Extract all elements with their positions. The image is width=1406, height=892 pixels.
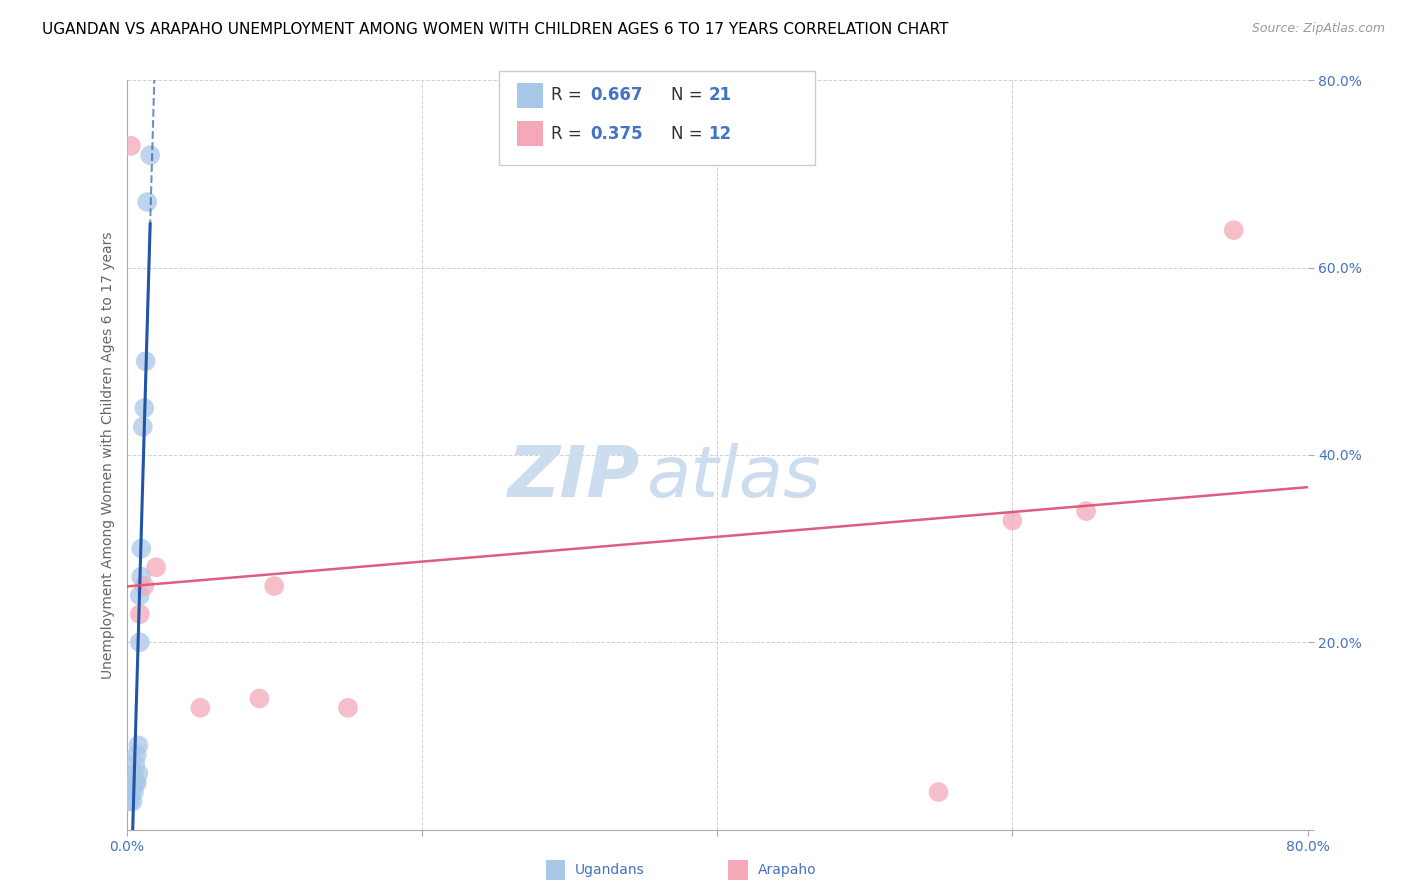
Point: [249, 691, 271, 706]
Text: Source: ZipAtlas.com: Source: ZipAtlas.com: [1251, 22, 1385, 36]
Text: UGANDAN VS ARAPAHO UNEMPLOYMENT AMONG WOMEN WITH CHILDREN AGES 6 TO 17 YEARS COR: UGANDAN VS ARAPAHO UNEMPLOYMENT AMONG WO…: [42, 22, 949, 37]
Point: [121, 776, 143, 790]
Point: [134, 579, 156, 593]
Text: atlas: atlas: [647, 443, 821, 512]
Point: [127, 766, 149, 780]
Text: Ugandans: Ugandans: [575, 863, 645, 877]
Point: [134, 401, 156, 416]
Text: 21: 21: [709, 87, 731, 104]
Point: [1001, 514, 1024, 528]
Point: [128, 589, 150, 603]
Point: [125, 776, 148, 790]
Point: [129, 541, 153, 556]
Point: [145, 560, 167, 574]
Text: Arapaho: Arapaho: [758, 863, 817, 877]
Point: [120, 138, 142, 153]
Point: [263, 579, 285, 593]
Text: N =: N =: [671, 125, 707, 143]
Text: ZIP: ZIP: [508, 443, 640, 512]
Point: [122, 785, 145, 799]
Point: [139, 148, 162, 162]
Point: [121, 795, 143, 809]
Point: [337, 701, 360, 715]
Point: [928, 785, 950, 799]
Text: R =: R =: [551, 87, 588, 104]
Point: [128, 607, 150, 621]
Point: [132, 420, 155, 434]
Text: R =: R =: [551, 125, 588, 143]
Point: [135, 354, 157, 368]
Point: [1223, 223, 1246, 237]
Point: [136, 194, 159, 209]
Text: 0.375: 0.375: [591, 125, 643, 143]
Text: 12: 12: [709, 125, 731, 143]
Y-axis label: Unemployment Among Women with Children Ages 6 to 17 years: Unemployment Among Women with Children A…: [101, 231, 115, 679]
Point: [127, 739, 149, 753]
Point: [122, 766, 145, 780]
Point: [120, 785, 142, 799]
Point: [128, 635, 150, 649]
Point: [188, 701, 212, 715]
Point: [118, 795, 141, 809]
Point: [124, 776, 146, 790]
Text: 0.667: 0.667: [591, 87, 643, 104]
Point: [1076, 504, 1098, 518]
Point: [124, 756, 146, 771]
Text: N =: N =: [671, 87, 707, 104]
Point: [125, 747, 148, 762]
Point: [129, 570, 153, 584]
